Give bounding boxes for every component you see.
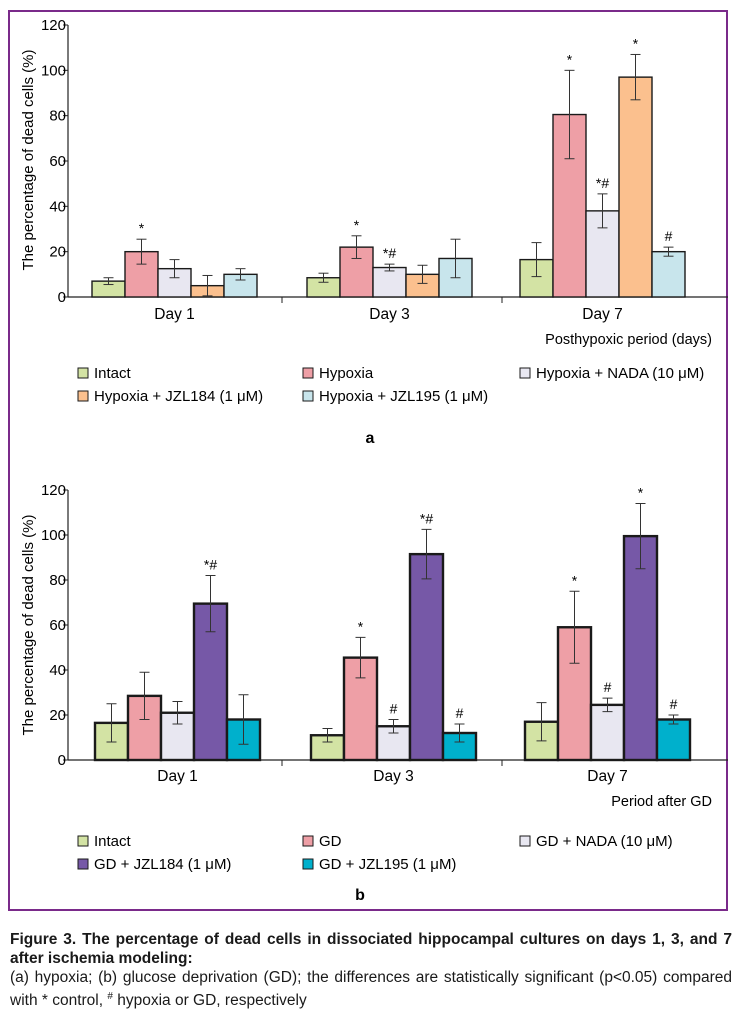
y-axis-label: The percentage of dead cells (%)	[20, 50, 37, 271]
y-tick-label: 40	[49, 662, 66, 679]
legend-label: GD + NADA (10 μM)	[536, 833, 673, 850]
legend-label: Intact	[94, 833, 132, 850]
y-tick-label: 100	[41, 527, 66, 544]
y-tick-label: 120	[41, 482, 66, 499]
x-category-label: Day 7	[582, 306, 623, 323]
x-category-label: Day 1	[154, 306, 195, 323]
legend-label: Hypoxia + JZL195 (1 μM)	[319, 388, 488, 405]
panel-label: a	[366, 430, 375, 447]
legend-label: GD	[319, 833, 342, 850]
significance-mark: *	[638, 485, 644, 501]
bar-jzl195-b	[225, 718, 262, 762]
panel-label: b	[355, 887, 365, 904]
significance-mark: *#	[596, 175, 609, 191]
legend-swatch	[302, 367, 314, 379]
legend-label: Intact	[94, 365, 132, 382]
significance-mark: *#	[383, 245, 396, 261]
significance-mark: #	[456, 705, 464, 721]
y-axis-label: The percentage of dead cells (%)	[20, 515, 37, 736]
legend-swatch	[77, 835, 89, 847]
significance-mark: #	[670, 696, 678, 712]
caption-hash: #	[107, 991, 113, 1002]
y-tick-label: 0	[58, 752, 66, 769]
legend-swatch	[302, 858, 314, 870]
bar-jzl184-b	[622, 534, 659, 762]
legend-swatch	[77, 858, 89, 870]
x-category-label: Day 7	[587, 768, 628, 785]
x-category-label: Day 3	[369, 306, 410, 323]
y-tick-label: 40	[49, 198, 66, 215]
caption-text-2: hypoxia or GD, respectively	[112, 992, 307, 1010]
significance-mark: *	[567, 51, 573, 67]
legend-swatch	[519, 835, 531, 847]
x-category-label: Day 1	[157, 768, 198, 785]
bar-hypoxia	[556, 626, 593, 762]
significance-mark: *	[358, 618, 364, 634]
caption-body: (a) hypoxia; (b) glucose deprivation (GD…	[10, 968, 732, 1010]
y-tick-label: 20	[49, 244, 66, 261]
significance-mark: #	[604, 679, 612, 695]
legend-label: GD + JZL195 (1 μM)	[319, 856, 456, 873]
legend-label: Hypoxia + NADA (10 μM)	[536, 365, 704, 382]
bar-nada	[589, 703, 626, 762]
caption-title: Figure 3. The percentage of dead cells i…	[10, 931, 732, 967]
legend-label: GD + JZL184 (1 μM)	[94, 856, 231, 873]
x-axis-label: Posthypoxic period (days)	[545, 332, 712, 348]
y-tick-label: 20	[49, 707, 66, 724]
y-tick-label: 80	[49, 572, 66, 589]
legend-label: Hypoxia + JZL184 (1 μM)	[94, 388, 263, 405]
legend-swatch	[302, 835, 314, 847]
figure-caption: Figure 3. The percentage of dead cells i…	[10, 930, 732, 1010]
significance-mark: *#	[420, 510, 433, 526]
bar-jzl184-b	[408, 552, 445, 762]
bar-nada	[372, 266, 407, 298]
x-category-label: Day 3	[373, 768, 414, 785]
bar-hypoxia	[342, 656, 379, 762]
significance-mark: *	[633, 35, 639, 51]
y-tick-label: 100	[41, 62, 66, 79]
x-axis-label: Period after GD	[611, 794, 712, 810]
significance-mark: *#	[204, 557, 217, 573]
significance-mark: #	[390, 701, 398, 717]
significance-mark: *	[354, 217, 360, 233]
legend-swatch	[519, 367, 531, 379]
bar-jzl195-a	[651, 250, 686, 298]
caption-text-1: (a) hypoxia; (b) glucose deprivation (GD…	[10, 969, 732, 1010]
bar-jzl195-b	[655, 718, 692, 762]
y-tick-label: 120	[41, 17, 66, 34]
legend-label: Hypoxia	[319, 365, 374, 382]
legend-swatch	[302, 390, 314, 402]
y-tick-label: 80	[49, 108, 66, 125]
y-tick-label: 60	[49, 153, 66, 170]
y-tick-label: 0	[58, 289, 66, 306]
significance-mark: #	[665, 228, 673, 244]
legend-swatch	[77, 390, 89, 402]
significance-mark: *	[572, 572, 578, 588]
figure-frame	[8, 10, 728, 911]
legend-swatch	[77, 367, 89, 379]
bar-jzl184-a	[618, 76, 653, 298]
y-tick-label: 60	[49, 617, 66, 634]
significance-mark: *	[139, 220, 145, 236]
